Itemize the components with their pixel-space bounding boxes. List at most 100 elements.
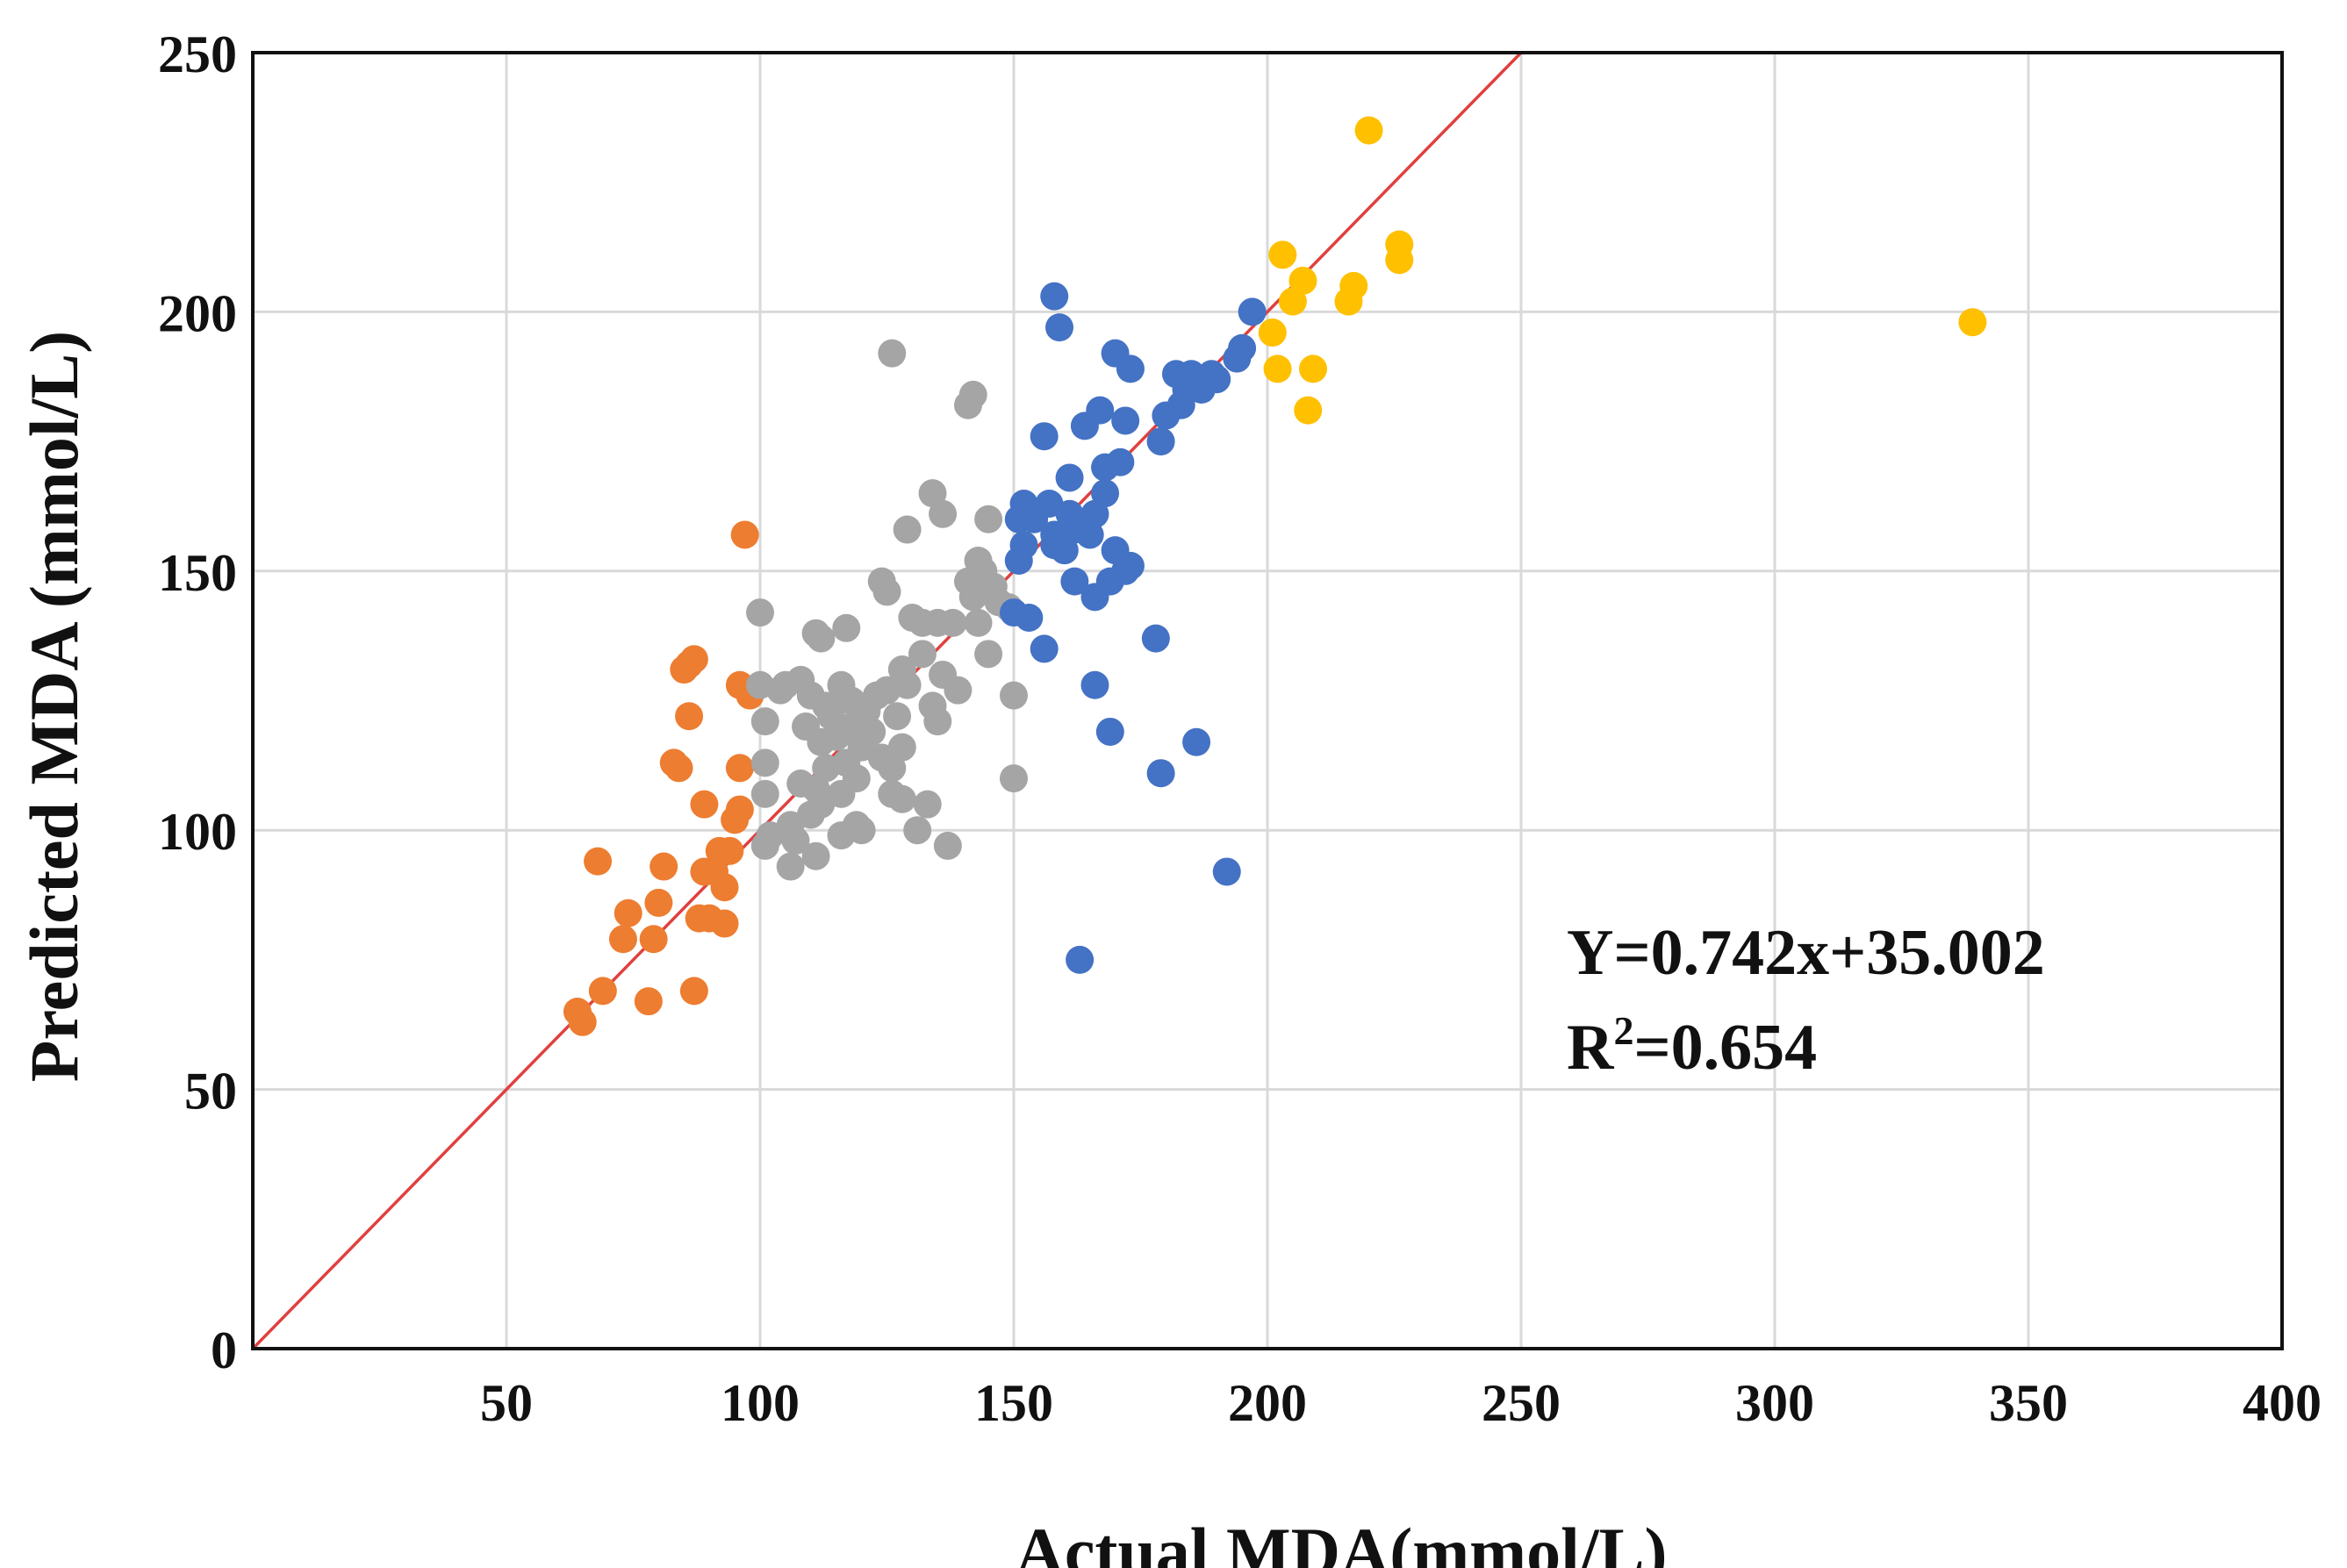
- data-point: [1146, 427, 1175, 456]
- y-tick-label: 200: [158, 284, 237, 342]
- data-point: [710, 909, 739, 938]
- y-axis-title: Predicted MDA (mmol/L): [16, 331, 92, 1082]
- data-point: [847, 816, 876, 845]
- r-squared-value: =0.654: [1633, 1012, 1817, 1084]
- data-point: [715, 836, 744, 865]
- x-tick-label: 300: [1735, 1374, 1814, 1432]
- data-point: [938, 608, 967, 637]
- data-point: [1111, 406, 1140, 435]
- data-point: [1055, 463, 1084, 492]
- data-point: [1228, 333, 1257, 362]
- y-tick-label: 0: [211, 1321, 237, 1379]
- data-point: [750, 779, 779, 808]
- data-point: [1299, 354, 1328, 383]
- data-point: [1278, 287, 1307, 316]
- series-orange: [563, 520, 764, 1036]
- data-point: [974, 505, 1003, 533]
- series-blue: [1000, 282, 1267, 974]
- data-point: [908, 640, 937, 669]
- data-point: [887, 784, 916, 813]
- series-yellow: [1258, 116, 1987, 425]
- data-point: [1212, 857, 1241, 886]
- data-point: [944, 676, 973, 705]
- data-point: [644, 888, 673, 917]
- data-point: [750, 707, 779, 736]
- x-tick-label: 200: [1228, 1374, 1307, 1432]
- data-point: [893, 670, 922, 699]
- r-squared-superscript: 2: [1613, 1008, 1633, 1053]
- data-point: [730, 520, 759, 549]
- x-tick-label: 150: [974, 1374, 1053, 1432]
- data-point: [710, 873, 739, 902]
- x-tick-label: 50: [480, 1374, 533, 1432]
- data-point: [614, 899, 642, 927]
- data-point: [842, 764, 871, 793]
- data-point: [1182, 727, 1211, 756]
- data-point: [1958, 308, 1987, 337]
- x-tick-label: 100: [721, 1374, 800, 1432]
- data-point: [690, 790, 719, 819]
- data-point: [679, 645, 708, 674]
- data-point: [1106, 447, 1135, 476]
- data-point: [725, 795, 754, 824]
- data-point: [1030, 422, 1059, 451]
- data-point: [1238, 297, 1267, 326]
- data-point: [1000, 764, 1028, 793]
- x-tick-labels: 50 100 150 200 250 300 350 400: [480, 1374, 2322, 1432]
- data-point: [1091, 479, 1120, 508]
- x-tick-label: 400: [2243, 1374, 2322, 1432]
- data-point: [1030, 634, 1059, 663]
- data-point: [1009, 531, 1038, 560]
- data-point: [974, 640, 1003, 669]
- data-point: [679, 977, 708, 1006]
- y-tick-label: 250: [158, 25, 237, 83]
- data-point: [878, 754, 907, 783]
- data-point: [1141, 624, 1170, 653]
- data-point: [1000, 681, 1028, 710]
- data-point: [1385, 230, 1414, 259]
- data-point: [887, 733, 916, 762]
- data-point: [1066, 945, 1095, 974]
- data-point: [1294, 396, 1323, 425]
- data-point: [903, 816, 932, 845]
- data-point: [639, 925, 668, 954]
- data-point: [1202, 365, 1231, 394]
- grid-lines: [253, 53, 2282, 1349]
- data-point: [832, 613, 861, 642]
- data-point: [1354, 116, 1383, 145]
- data-point: [858, 717, 886, 746]
- data-point: [1045, 313, 1074, 342]
- data-point: [1116, 551, 1145, 580]
- data-point: [807, 624, 836, 653]
- data-point: [750, 748, 779, 777]
- data-point: [584, 847, 613, 876]
- data-point: [913, 790, 942, 819]
- data-point: [1050, 536, 1079, 565]
- plot-frame: [251, 51, 2284, 1350]
- regression-equation: Y=0.742x+35.002: [1567, 917, 2045, 989]
- data-point: [933, 831, 962, 860]
- data-point: [1095, 717, 1124, 746]
- data-point: [1080, 670, 1109, 699]
- x-tick-label: 350: [1989, 1374, 2068, 1432]
- data-point: [1060, 567, 1089, 596]
- data-point: [1015, 603, 1044, 632]
- data-point: [1086, 396, 1115, 425]
- data-point: [1258, 319, 1287, 347]
- data-point: [1263, 354, 1292, 383]
- data-point: [650, 852, 678, 881]
- data-point: [588, 977, 617, 1006]
- data-point: [781, 827, 810, 856]
- data-point: [608, 925, 637, 954]
- data-point: [725, 754, 754, 783]
- data-point: [929, 499, 958, 528]
- data-point: [893, 515, 922, 544]
- y-tick-labels: 0 50 100 150 200 250: [158, 25, 237, 1379]
- data-point: [964, 608, 993, 637]
- data-point: [675, 702, 704, 731]
- data-points: [563, 116, 1987, 1036]
- data-point: [776, 852, 805, 881]
- y-tick-label: 50: [184, 1063, 237, 1121]
- data-point: [1040, 282, 1069, 311]
